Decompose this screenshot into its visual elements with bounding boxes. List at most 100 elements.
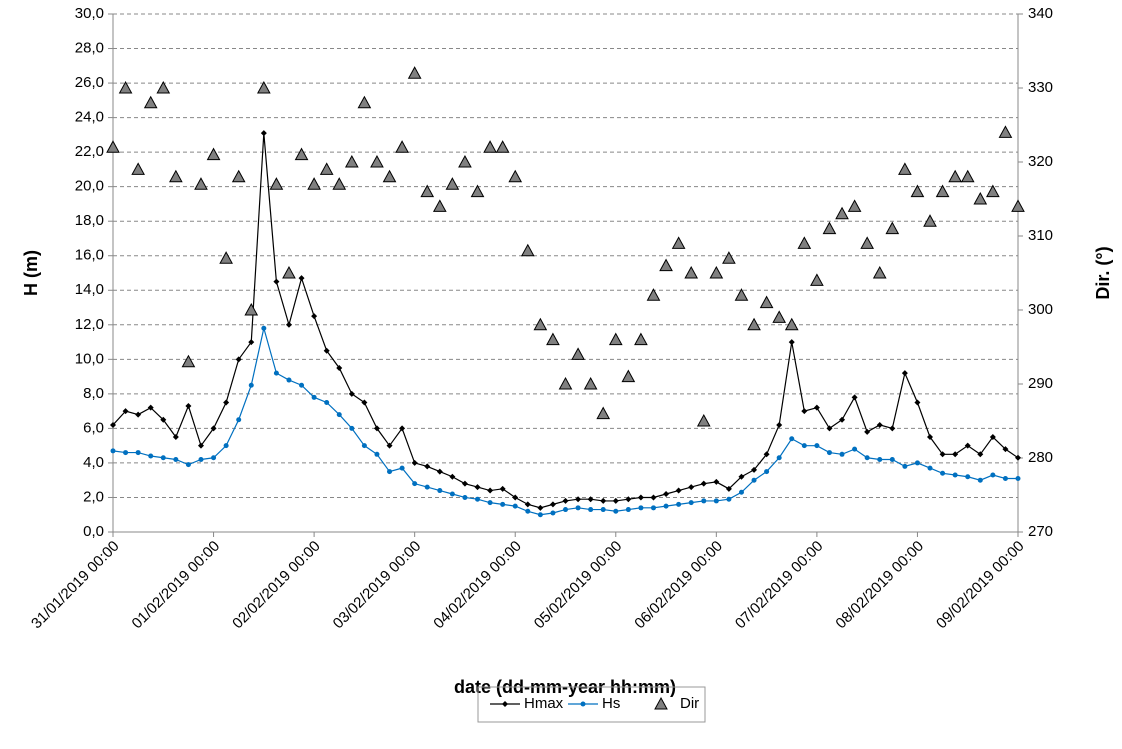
data-point xyxy=(772,310,787,323)
x-tick-label: 09/02/2019 00:00 xyxy=(933,538,1028,633)
data-point xyxy=(500,501,506,507)
x-tick-label: 03/02/2019 00:00 xyxy=(330,538,425,633)
data-point xyxy=(181,354,196,368)
data-point xyxy=(374,451,380,457)
data-point xyxy=(872,265,887,279)
data-point xyxy=(110,448,116,454)
data-point xyxy=(952,472,958,478)
data-point xyxy=(801,408,808,415)
data-point xyxy=(508,169,523,183)
data-point xyxy=(977,451,984,458)
data-point xyxy=(169,169,183,183)
y2-tick-label: 320 xyxy=(1028,153,1053,170)
x-tick-label: 31/01/2019 00:00 xyxy=(28,538,123,633)
data-point xyxy=(282,265,296,279)
legend-label: Dir xyxy=(680,695,699,712)
data-point xyxy=(885,221,900,235)
data-point xyxy=(344,154,359,168)
data-point xyxy=(612,497,619,504)
data-point xyxy=(725,485,732,492)
data-point xyxy=(131,162,145,175)
data-point xyxy=(236,417,242,423)
data-point xyxy=(588,507,594,513)
data-point xyxy=(797,236,812,249)
data-point xyxy=(399,465,405,471)
x-tick-label: 06/02/2019 00:00 xyxy=(631,538,726,633)
data-point xyxy=(550,510,556,516)
data-point xyxy=(244,302,259,316)
data-point xyxy=(461,480,468,487)
data-point xyxy=(960,169,975,183)
data-point xyxy=(625,496,632,503)
data-point xyxy=(713,478,720,485)
data-point xyxy=(223,399,230,406)
data-point xyxy=(135,411,142,418)
data-point xyxy=(256,80,271,94)
data-point xyxy=(676,501,682,507)
data-point xyxy=(671,236,686,249)
data-point xyxy=(860,236,875,249)
data-point xyxy=(696,413,711,427)
data-point xyxy=(219,251,233,264)
data-point xyxy=(261,325,267,331)
data-point xyxy=(198,456,204,462)
data-point xyxy=(122,408,129,415)
data-point xyxy=(445,177,460,190)
y-tick-label: 26,0 xyxy=(75,74,104,91)
data-point xyxy=(156,80,171,94)
data-point xyxy=(357,95,372,109)
data-point xyxy=(776,455,782,461)
y2-tick-label: 300 xyxy=(1028,301,1053,318)
data-point xyxy=(387,469,393,475)
x-tick-label: 05/02/2019 00:00 xyxy=(531,538,626,633)
data-point xyxy=(575,496,582,503)
y-tick-label: 16,0 xyxy=(75,247,104,264)
data-point xyxy=(1015,454,1021,461)
y2-tick-label: 310 xyxy=(1028,227,1053,244)
data-point xyxy=(160,455,166,461)
data-point xyxy=(902,463,908,469)
data-point xyxy=(307,177,321,190)
data-point xyxy=(638,505,644,511)
data-point xyxy=(864,428,871,435)
data-point xyxy=(650,505,656,511)
data-point xyxy=(399,425,406,432)
data-point xyxy=(424,463,431,470)
data-point xyxy=(260,130,267,137)
data-point xyxy=(634,332,648,346)
data-point xyxy=(110,421,116,428)
y2-axis-label: Dir. (°) xyxy=(1093,246,1113,299)
data-point xyxy=(437,488,443,494)
data-point xyxy=(143,95,158,109)
data-point xyxy=(621,369,636,383)
data-point xyxy=(864,455,870,461)
data-point xyxy=(587,496,594,503)
data-point xyxy=(877,456,883,462)
data-point xyxy=(332,177,347,190)
data-point xyxy=(294,147,309,161)
data-point xyxy=(826,425,833,432)
data-point xyxy=(248,382,254,388)
y-tick-label: 4,0 xyxy=(83,454,104,471)
data-point xyxy=(1002,446,1009,453)
data-point xyxy=(608,332,623,346)
data-point xyxy=(650,494,657,501)
data-point xyxy=(336,364,343,371)
data-point xyxy=(348,390,355,397)
x-tick-label: 08/02/2019 00:00 xyxy=(832,538,927,633)
data-point xyxy=(563,507,568,513)
data-point xyxy=(889,425,896,432)
data-point xyxy=(738,473,745,480)
data-point xyxy=(734,288,749,301)
data-point xyxy=(123,450,129,456)
data-point xyxy=(700,480,707,487)
data-point xyxy=(324,400,330,405)
data-point xyxy=(311,313,318,320)
data-point xyxy=(571,347,585,360)
data-point xyxy=(663,503,669,509)
data-point xyxy=(747,317,761,331)
legend-box xyxy=(477,686,706,723)
legend-label: Hs xyxy=(602,695,620,712)
data-point xyxy=(311,394,317,400)
data-point xyxy=(813,404,820,411)
